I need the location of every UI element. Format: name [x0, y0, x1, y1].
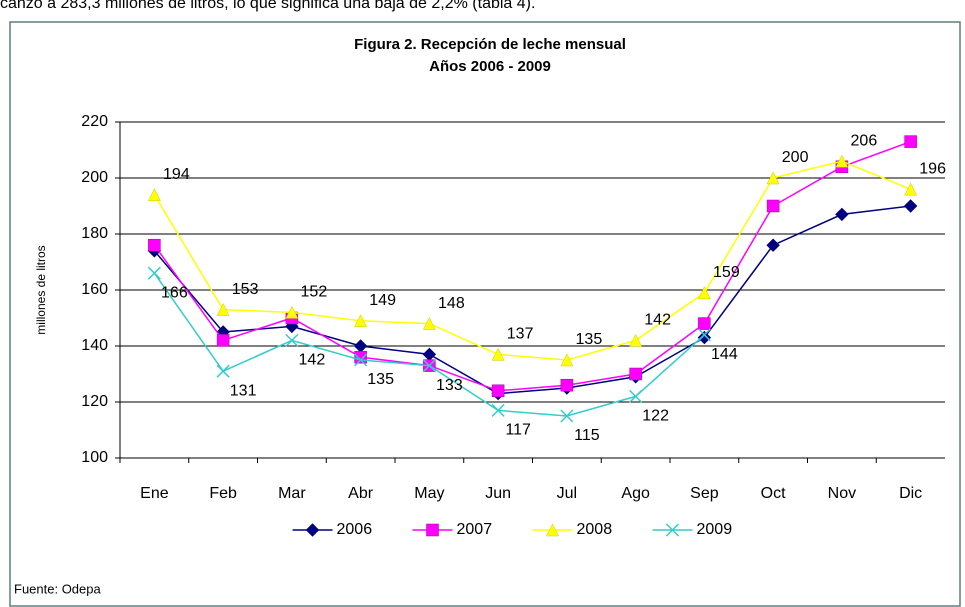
x-tick-label: Oct	[761, 485, 786, 502]
data-label: 153	[232, 281, 259, 298]
legend-marker	[426, 523, 439, 537]
point	[698, 317, 711, 330]
source: Fuente: Odepa	[14, 581, 101, 596]
data-label: 166	[161, 284, 188, 301]
data-label: 137	[507, 326, 534, 343]
data-label: 159	[713, 264, 740, 281]
point	[629, 367, 642, 381]
x-tick-label: Feb	[209, 485, 237, 502]
legend-marker	[546, 523, 559, 537]
legend-label: 2006	[337, 521, 373, 538]
point	[422, 317, 436, 330]
point	[216, 303, 230, 316]
point	[629, 333, 643, 347]
y-tick-label: 100	[81, 449, 108, 466]
data-label: 206	[851, 132, 878, 149]
point	[491, 403, 505, 417]
point	[560, 353, 574, 367]
x-tick-label: May	[414, 485, 444, 502]
x-tick-label: Jul	[557, 485, 577, 502]
x-tick-label: Mar	[278, 485, 306, 502]
point	[766, 238, 780, 252]
point	[766, 171, 780, 185]
x-tick-label: Ene	[140, 485, 169, 502]
y-tick-label: 200	[81, 169, 108, 186]
y-tick-label: 140	[81, 337, 108, 354]
x-tick-label: Abr	[348, 485, 374, 502]
legend-label: 2008	[577, 521, 613, 538]
x-tick-label: Nov	[828, 485, 856, 502]
legend-marker	[665, 523, 680, 537]
data-label: 131	[230, 382, 257, 399]
data-label: 135	[367, 371, 394, 388]
x-tick-label: Dic	[899, 485, 922, 502]
chart-title: Figura 2. Recepción de leche mensual	[354, 36, 626, 53]
point	[285, 333, 299, 347]
point	[560, 378, 574, 392]
header-text: canzó a 283,3 millones de litros, lo que…	[0, 0, 535, 12]
point	[216, 364, 230, 378]
point	[904, 135, 917, 148]
point	[216, 334, 230, 347]
point	[491, 384, 505, 398]
y-axis-label: millones de litros	[34, 245, 48, 334]
point	[629, 389, 643, 403]
legend-label: 2007	[457, 521, 493, 538]
point	[354, 314, 368, 328]
data-label: 115	[574, 427, 600, 444]
point	[903, 199, 918, 213]
point	[697, 330, 712, 345]
legend-label: 2009	[697, 521, 733, 538]
chart-frame	[9, 21, 961, 607]
data-label: 149	[369, 292, 396, 309]
point	[147, 266, 161, 280]
point	[697, 328, 711, 342]
data-label: 135	[576, 331, 603, 348]
point	[285, 305, 299, 319]
point	[148, 238, 161, 252]
point	[766, 199, 780, 213]
point	[422, 359, 436, 373]
data-label: 144	[711, 346, 738, 363]
data-label: 194	[163, 166, 190, 183]
y-tick-label: 160	[81, 281, 108, 298]
data-label: 142	[299, 352, 326, 369]
data-label: 148	[438, 295, 465, 312]
point	[835, 154, 849, 168]
series-line	[153, 205, 911, 395]
point	[354, 350, 367, 364]
chart-subtitle: Años 2006 - 2009	[429, 58, 551, 75]
point	[835, 207, 849, 222]
data-label: 152	[301, 284, 328, 301]
point	[697, 286, 711, 300]
y-tick-label: 120	[81, 393, 108, 410]
data-label: 196	[919, 160, 946, 177]
data-label: 200	[782, 149, 809, 166]
x-tick-label: Sep	[690, 485, 719, 502]
data-label: 117	[505, 422, 531, 439]
series-line	[153, 160, 911, 361]
point	[147, 188, 161, 202]
series-line	[153, 140, 911, 392]
y-tick-label: 180	[81, 225, 108, 242]
point	[491, 347, 505, 361]
y-tick-label: 220	[81, 113, 108, 130]
x-tick-label: Ago	[621, 485, 650, 502]
legend-marker	[305, 523, 320, 537]
point	[560, 409, 574, 423]
data-label: 133	[436, 377, 463, 394]
point	[354, 353, 368, 367]
x-tick-label: Jun	[485, 485, 511, 502]
data-label: 122	[642, 408, 669, 425]
point	[904, 182, 918, 196]
data-label: 142	[644, 312, 671, 329]
